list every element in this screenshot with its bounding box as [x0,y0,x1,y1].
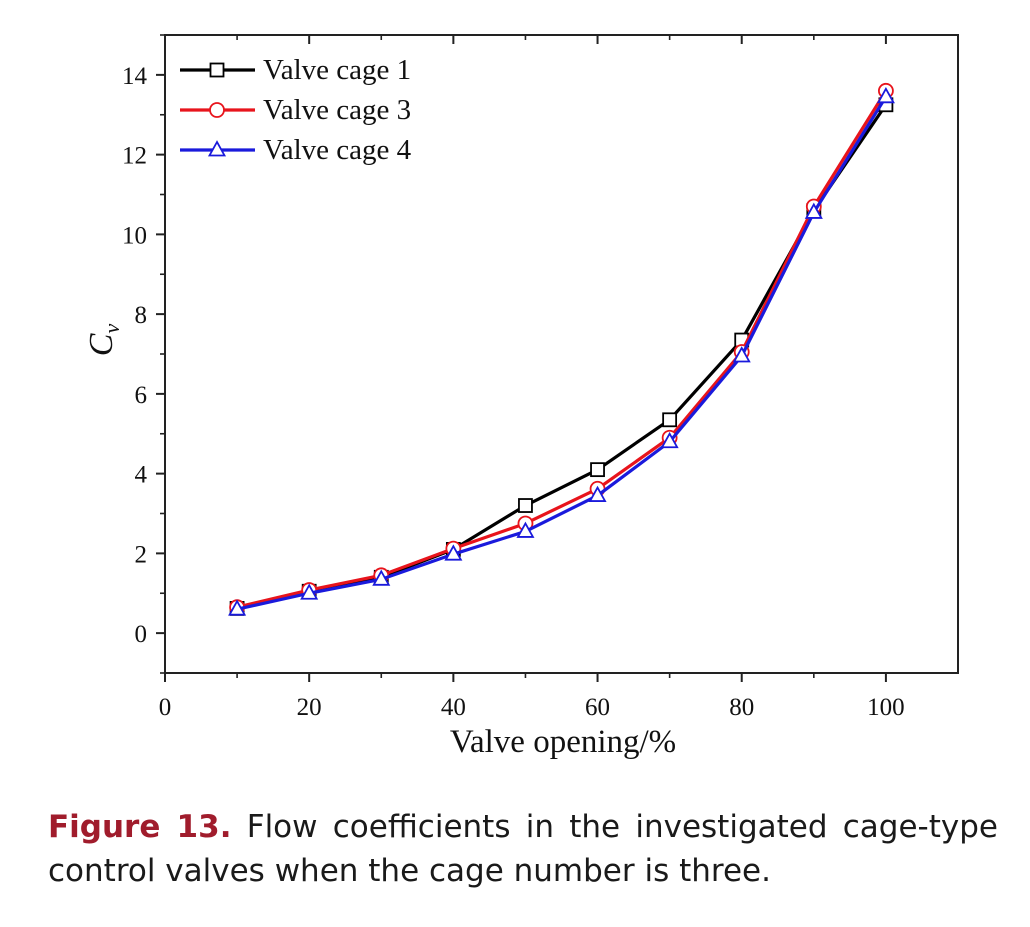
y-tick-label: 2 [135,541,148,568]
plot-frame [164,34,959,674]
y-tick-label: 6 [135,382,148,409]
data-point [228,599,247,616]
data-point [804,202,823,219]
y-tick-label: 12 [122,143,147,170]
legend-marker [209,62,225,78]
series-3 [228,86,895,616]
caption-text: Flow coefficients in the investigated ca… [48,809,998,889]
x-tick-label: 100 [867,694,905,721]
y-tick-label: 14 [122,63,148,90]
y-tick-label: 0 [135,621,148,648]
x-tick-label: 20 [297,694,322,721]
legend-item: Valve cage 1 [180,54,411,86]
data-point [372,569,391,586]
data-point [590,462,605,478]
data-point [300,583,319,600]
y-axis: 0 2 4 6 8 10 12 14 [122,34,165,674]
x-axis: 0 20 40 60 80 100 [159,35,905,721]
series-line [236,103,888,610]
legend-marker [209,102,225,118]
y-tick-label: 4 [135,462,148,489]
legend-label: Valve cage 4 [263,134,412,166]
x-tick-label: 0 [159,694,172,721]
legend-label: Valve cage 3 [263,94,411,126]
plot-border [164,34,959,674]
legend-item: Valve cage 4 [180,134,412,166]
series-layer [228,82,895,616]
legend-marker [207,140,227,157]
y-tick-label: 10 [122,222,147,249]
legend: Valve cage 1 Valve cage 3 Valve cage 4 [180,54,412,166]
series-line [236,95,888,611]
x-axis-label: Valve opening/% [450,724,676,760]
x-tick-label: 60 [585,694,610,721]
data-point [516,521,535,538]
figure-caption: Figure 13. Flow coefficients in the inve… [48,805,998,893]
y-axis-label-subscript: v [99,324,124,334]
data-point [662,412,678,428]
y-tick-label: 8 [135,302,148,329]
svg-text:Cv: Cv [83,324,124,357]
legend-label: Valve cage 1 [263,54,411,86]
x-tick-label: 80 [729,694,754,721]
data-point [588,485,607,502]
legend-item: Valve cage 3 [180,94,411,126]
data-point [444,544,463,561]
y-axis-label: Cv [83,324,124,357]
data-point [518,498,533,513]
y-axis-label-main: C [83,333,120,356]
series-1 [229,97,894,616]
data-point [732,346,751,363]
caption-label: Figure 13. [48,809,232,845]
data-point [660,431,679,449]
data-point [876,86,895,104]
series-line [236,89,888,609]
x-tick-label: 40 [441,694,466,721]
